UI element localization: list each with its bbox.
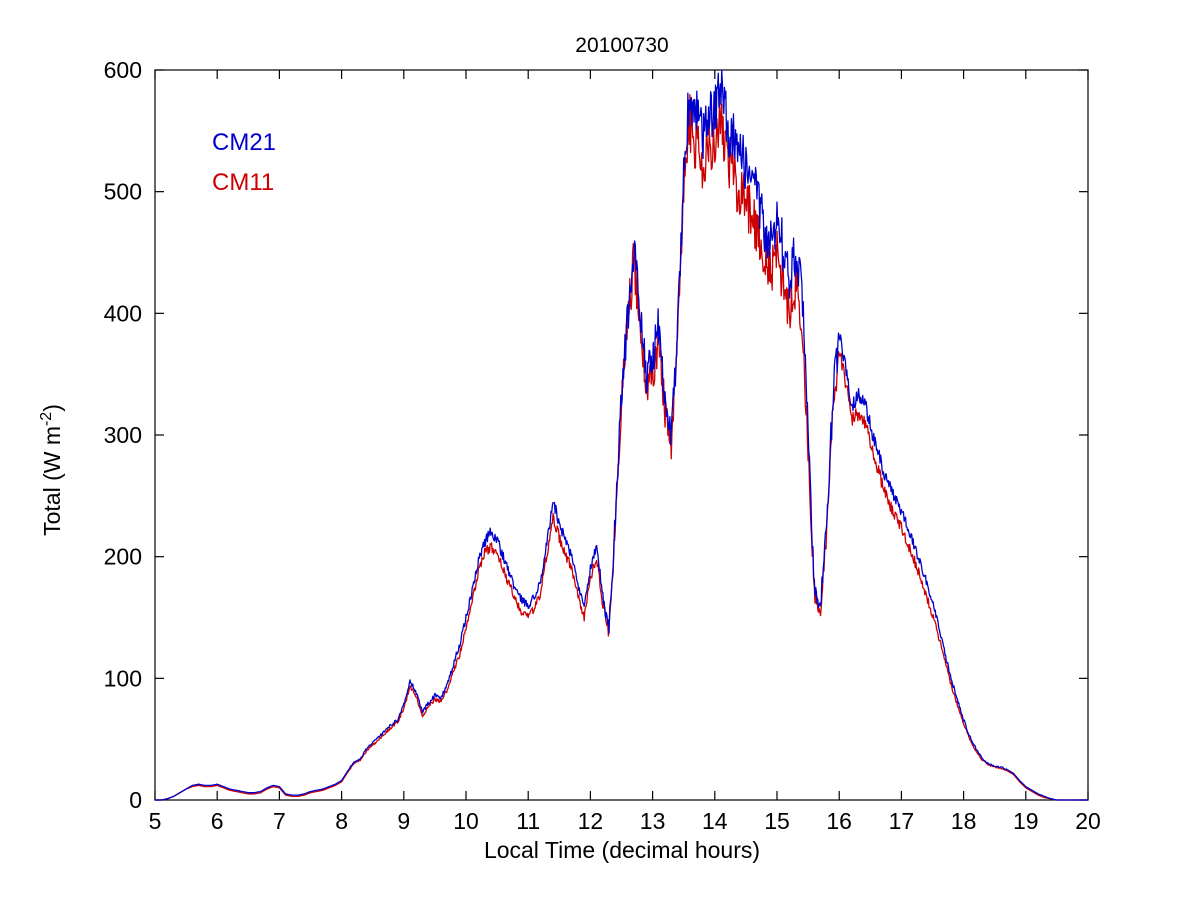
series-line-cm11 <box>154 93 1089 801</box>
chart-title: 20100730 <box>575 34 668 57</box>
x-tick-label: 6 <box>211 808 224 834</box>
x-axis-ticks: 5 6 7 8 9 10 11 12 13 14 15 16 17 18 19 20 <box>149 70 1101 834</box>
x-axis-label: Local Time (decimal hours) <box>484 837 760 863</box>
svg-text:Total (W m-2): Total (W m-2) <box>38 404 65 536</box>
y-axis-ticks: 0 100 200 300 400 500 600 <box>104 57 1088 813</box>
x-tick-label: 20 <box>1075 808 1101 834</box>
x-tick-label: 16 <box>826 808 852 834</box>
x-tick-label: 19 <box>1013 808 1039 834</box>
y-axis-label: Total (W m-2) <box>38 404 65 536</box>
y-tick-label: 300 <box>104 422 142 448</box>
x-tick-label: 12 <box>578 808 604 834</box>
x-tick-label: 18 <box>951 808 977 834</box>
x-tick-label: 9 <box>397 808 410 834</box>
x-tick-label: 14 <box>702 808 728 834</box>
x-tick-label: 8 <box>335 808 348 834</box>
legend: CM21 CM11 <box>212 129 276 196</box>
legend-label-cm21: CM21 <box>212 129 276 156</box>
y-tick-label: 200 <box>104 544 142 570</box>
x-tick-label: 7 <box>273 808 286 834</box>
plot-frame <box>154 69 1089 801</box>
y-tick-label: 0 <box>129 787 142 813</box>
legend-label-cm11: CM11 <box>212 169 274 196</box>
x-tick-label: 5 <box>149 808 162 834</box>
y-tick-label: 600 <box>104 57 142 83</box>
plot-border <box>154 69 1089 801</box>
x-tick-label: 11 <box>516 808 540 834</box>
x-tick-label: 13 <box>640 808 666 834</box>
y-tick-label: 400 <box>104 300 142 326</box>
series-line-cm21 <box>154 69 1089 801</box>
y-tick-label: 500 <box>104 179 142 205</box>
data-series-group <box>154 69 1089 801</box>
x-tick-label: 15 <box>764 808 790 834</box>
y-tick-label: 100 <box>104 665 142 691</box>
x-tick-label: 17 <box>889 808 915 834</box>
x-tick-label: 10 <box>453 808 479 834</box>
